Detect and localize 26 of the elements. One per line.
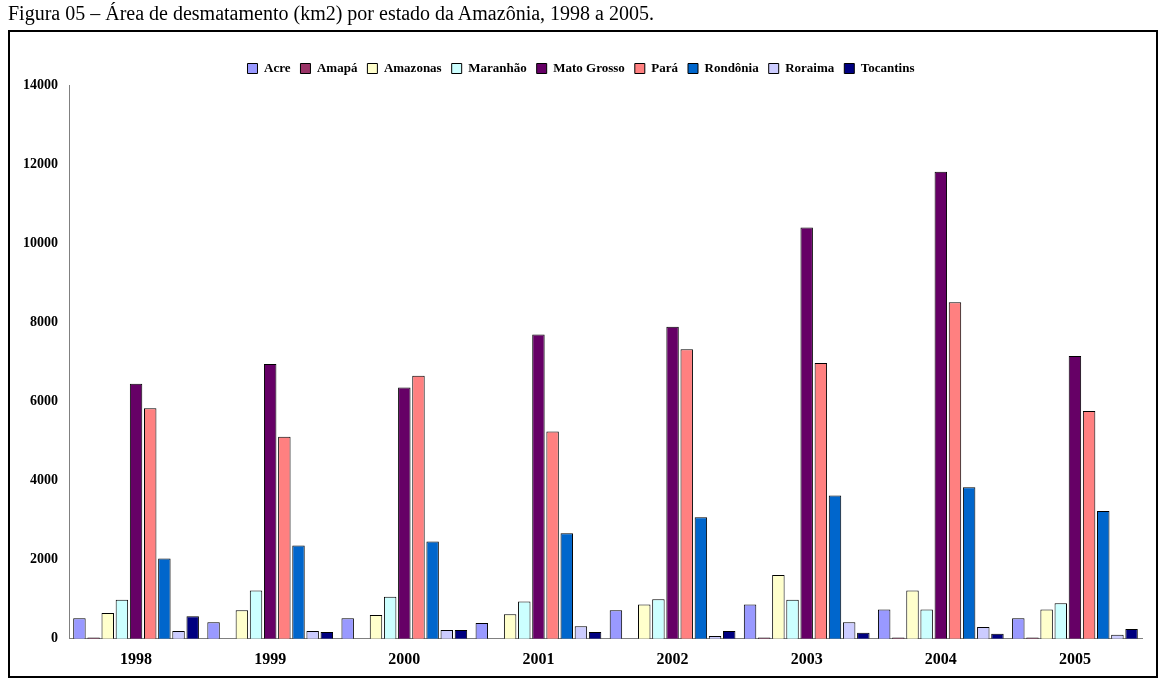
y-tick-label: 12000 bbox=[23, 155, 58, 171]
x-tick-label: 1999 bbox=[254, 649, 287, 667]
y-tick-label: 8000 bbox=[30, 313, 58, 329]
y-tick-label: 2000 bbox=[30, 551, 58, 567]
y-tick-label: 0 bbox=[51, 630, 58, 646]
legend-label: Mato Grosso bbox=[553, 59, 625, 75]
x-tick-label: 2001 bbox=[522, 649, 555, 667]
legend-label: Pará bbox=[651, 59, 679, 75]
chart-title: Figura 05 – Área de desmatamento (km2) por estado da Amazônia, 1998 a 2005. bbox=[8, 2, 655, 26]
x-tick-label: 2004 bbox=[924, 649, 957, 667]
x-tick-label: 2005 bbox=[1058, 649, 1091, 667]
x-tick-label: 2000 bbox=[388, 649, 421, 667]
y-tick-label: 4000 bbox=[30, 472, 58, 488]
y-tick-label: 6000 bbox=[30, 393, 58, 409]
legend-label: Roraima bbox=[785, 59, 835, 75]
legend-label: Acre bbox=[264, 59, 291, 75]
x-tick-label: 2003 bbox=[790, 649, 823, 667]
x-tick-label: 1998 bbox=[120, 649, 153, 667]
legend-label: Rondônia bbox=[704, 59, 760, 75]
legend-label: Amapá bbox=[316, 59, 358, 75]
legend-label: Tocantins bbox=[860, 59, 915, 75]
y-tick-label: 14000 bbox=[23, 76, 58, 92]
legend-label: Amazonas bbox=[383, 59, 442, 75]
x-tick-label: 2002 bbox=[656, 649, 689, 667]
y-tick-label: 10000 bbox=[23, 234, 58, 250]
legend-label: Maranhão bbox=[468, 59, 527, 75]
